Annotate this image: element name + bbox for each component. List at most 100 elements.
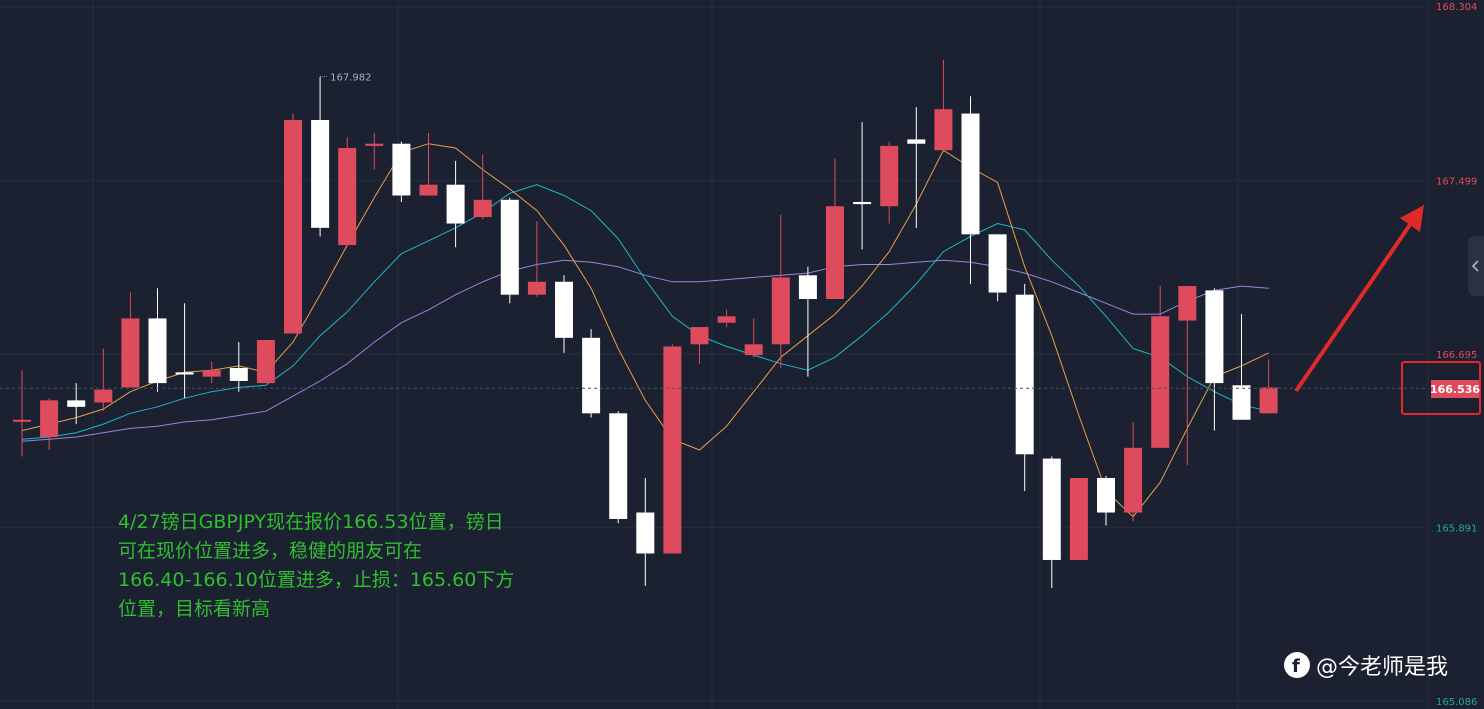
candle-body [1205,290,1224,384]
candle-body [880,145,899,207]
candle [446,160,465,248]
axis-labels: 168.304 167.499 166.695 165.891 165.086 [1436,2,1477,708]
candle [771,214,790,369]
candle [148,288,167,392]
candle-body [1232,385,1251,420]
candle [853,122,872,250]
candle-body [934,109,953,151]
candle-body [1151,316,1170,448]
candle [202,361,221,384]
candle [609,411,628,524]
candle [256,339,275,384]
candle [826,158,844,300]
candle [582,329,601,418]
candle-body [1015,294,1034,455]
chart-extras: 167.982 [0,72,1428,393]
y-tick-label: 165.891 [1436,523,1477,534]
candle [13,370,31,457]
candle [67,383,86,425]
candle [555,275,573,353]
candle [175,303,194,399]
candle-body [94,389,113,403]
candle-body [473,199,492,218]
candle-body [148,318,167,384]
candle-body [853,201,872,205]
candle [500,197,519,304]
annotation-line-1: 4/27镑日GBPJPY现在报价166.53位置，镑日 [118,511,504,533]
candle-body [555,281,573,338]
candle [311,76,330,237]
candle-body [1097,478,1115,513]
candle-body [1259,387,1278,414]
ma-short-line [21,143,1269,518]
y-tick-label: 167.499 [1436,177,1477,188]
candle [121,292,140,388]
candle-body [988,234,1007,293]
candles [13,59,1278,588]
side-panel-toggle[interactable] [1468,236,1484,296]
candle [419,132,438,196]
target-arrow-shaft [1294,214,1418,393]
candle-body [67,400,86,407]
candle [907,107,926,228]
candle [798,266,817,377]
candle-body [256,339,275,384]
chart-grid [0,0,1429,709]
logo-icon: f [1284,652,1310,678]
candle-body [717,316,736,323]
candle-body [1124,447,1143,513]
candle-body [392,143,411,196]
candle [40,398,59,450]
candle [229,342,248,392]
ma-long-line [21,259,1269,442]
candle-body [636,512,655,554]
candle-body [284,120,302,334]
candle-body [175,372,194,375]
watermark: f @今老师是我 [1284,648,1448,682]
annotation-line-3: 166.40-166.10位置进多，止损：165.60下方 [118,569,515,591]
candle [94,348,113,412]
candle-body [311,120,330,228]
candle [1124,421,1143,522]
candle [880,141,899,224]
candle [365,132,384,170]
candle [1259,359,1278,414]
candle-body [798,275,817,300]
candle-body [121,318,140,388]
candle [338,137,357,246]
y-tick-label: 165.086 [1436,697,1477,708]
chevron-left-icon [1471,260,1479,272]
candle-body [1042,458,1061,560]
candle-body [338,148,357,246]
candle [284,113,302,334]
candle [1097,475,1115,526]
current-price-tag: 166.536 [1430,380,1480,398]
candle [636,478,655,586]
candle [1178,286,1197,466]
candle [663,344,682,554]
candle-body [663,346,682,554]
candle-body [582,337,601,414]
candle-body [13,419,31,422]
y-tick-label: 168.304 [1436,2,1477,13]
candle-body [40,400,59,438]
candle-body [907,139,926,144]
candle [1069,478,1088,560]
candle-body [826,206,844,300]
target-arrow-head [1400,205,1424,232]
candle-body [690,327,709,345]
moving-averages [21,143,1269,518]
candle [690,327,709,364]
current-price-highlight [1401,361,1481,415]
candle [1232,314,1251,420]
candle [1042,456,1061,588]
candle [1151,286,1170,448]
watermark-text: @今老师是我 [1316,655,1449,680]
candle-body [744,344,763,356]
svg-text:f: f [1292,656,1300,677]
candle [744,318,763,358]
ma-mid-line [21,184,1269,440]
candle [392,141,411,202]
candle-body [365,143,384,146]
